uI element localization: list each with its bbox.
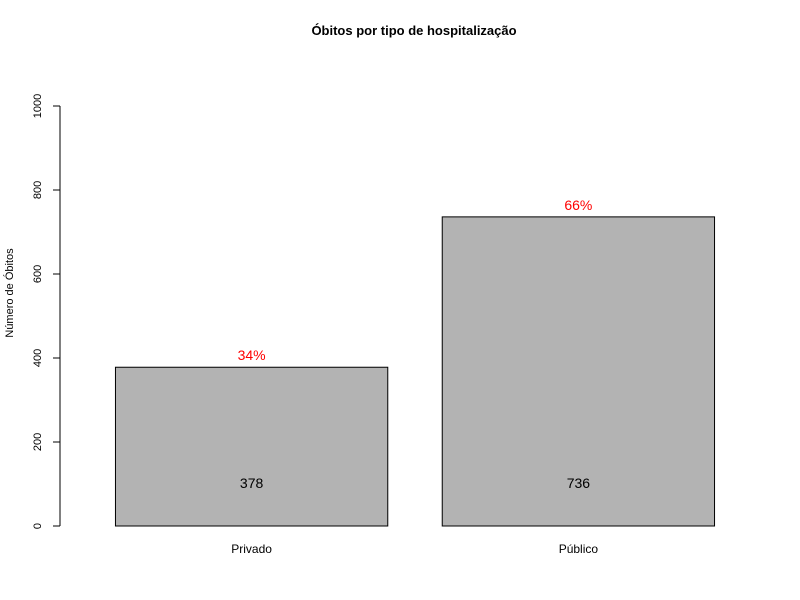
bar-percent-label: 34% [238,347,266,363]
bar-value-label: 736 [567,475,591,491]
bar-privado [114,366,389,527]
y-axis: 0 200 400 600 800 1000 [32,94,61,529]
bar-percent-label: 66% [564,197,592,213]
bars: 378 34% Privado 736 66% Público [114,197,716,556]
chart-title: Óbitos por tipo de hospitalização [311,23,516,38]
y-tick-label: 800 [32,181,44,199]
y-tick-label: 1000 [32,94,44,118]
y-tick-label: 0 [32,523,44,529]
bar-value-label: 378 [240,475,264,491]
bar-público [441,216,716,527]
y-axis-label: Número de Óbitos [3,248,16,338]
x-category-label: Privado [231,542,272,556]
y-tick-label: 200 [32,433,44,451]
x-category-label: Público [559,542,599,556]
y-tick-label: 400 [32,349,44,367]
y-tick-label: 600 [32,265,44,283]
